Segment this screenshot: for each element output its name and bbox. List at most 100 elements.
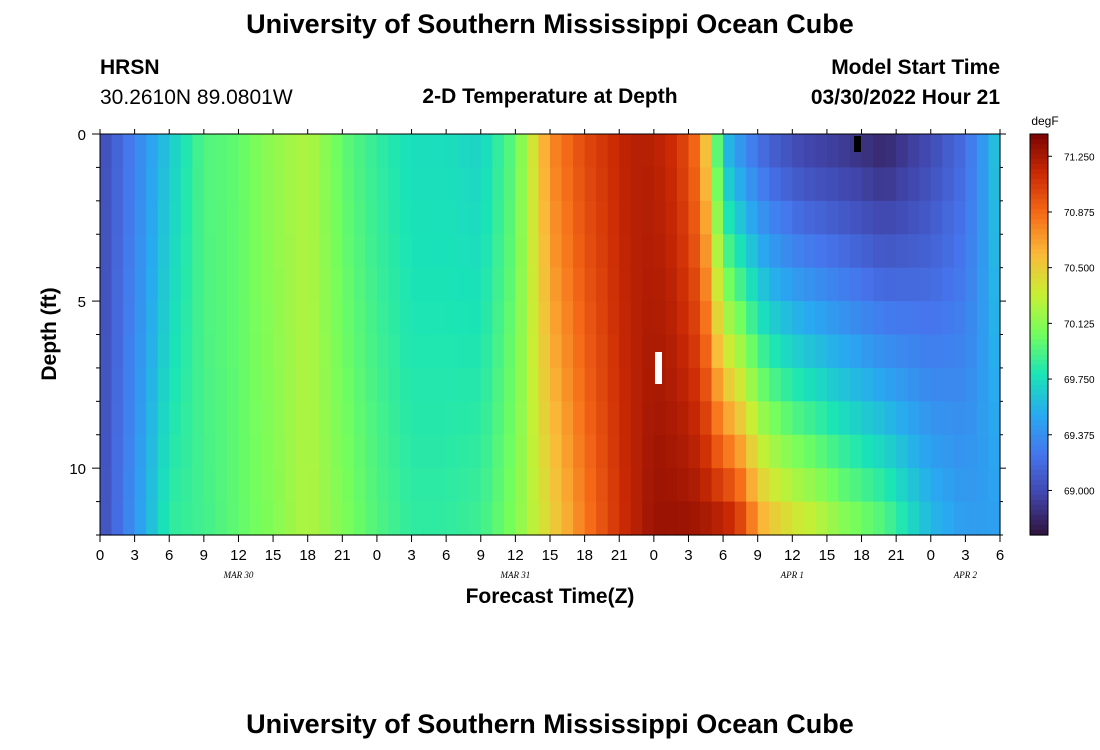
heatmap-cell bbox=[861, 401, 874, 436]
white-marker bbox=[655, 352, 662, 384]
heatmap-cell bbox=[711, 401, 724, 436]
heatmap-cell bbox=[100, 434, 113, 469]
heatmap-cell bbox=[388, 468, 401, 503]
colorbar-segment bbox=[1030, 434, 1048, 441]
heatmap-cell bbox=[123, 367, 136, 402]
heatmap-cell bbox=[976, 367, 990, 402]
x-tick-label: 12 bbox=[507, 547, 524, 564]
heatmap-cell bbox=[353, 200, 366, 235]
heatmap-cell bbox=[907, 468, 920, 503]
heatmap-cell bbox=[203, 334, 216, 369]
heatmap-cell bbox=[423, 401, 436, 436]
heatmap-cell bbox=[330, 167, 343, 202]
bottom-title: University of Southern Mississippi Ocean… bbox=[246, 709, 854, 739]
heatmap-cell bbox=[700, 267, 713, 302]
heatmap-cell bbox=[503, 468, 516, 503]
x-tick-label: 15 bbox=[819, 547, 836, 564]
heatmap-cell bbox=[434, 434, 447, 469]
heatmap-cell bbox=[169, 468, 182, 503]
model-start-value: 03/30/2022 Hour 21 bbox=[810, 86, 1000, 109]
heatmap-cell bbox=[307, 134, 320, 169]
heatmap-cell bbox=[296, 334, 309, 369]
heatmap-cell bbox=[434, 234, 447, 269]
heatmap-cell bbox=[123, 200, 136, 235]
heatmap-cell bbox=[619, 200, 632, 235]
heatmap-cell bbox=[353, 234, 366, 269]
heatmap-cell bbox=[134, 468, 147, 503]
heatmap-cell bbox=[538, 234, 551, 269]
heatmap-cell bbox=[965, 468, 978, 503]
heatmap-cell bbox=[573, 468, 586, 503]
heatmap-cell bbox=[942, 167, 955, 202]
heatmap-cell bbox=[550, 468, 563, 503]
heatmap-cell bbox=[653, 200, 666, 235]
heatmap-cell bbox=[861, 501, 874, 536]
heatmap-cell bbox=[665, 267, 678, 302]
heatmap-cell bbox=[157, 434, 170, 469]
heatmap-cell bbox=[815, 334, 828, 369]
heatmap-cell bbox=[480, 334, 493, 369]
heatmap-cell bbox=[653, 234, 666, 269]
heatmap-cell bbox=[180, 167, 193, 202]
heatmap-cell bbox=[850, 167, 863, 202]
heatmap-cell bbox=[146, 267, 159, 302]
heatmap-cell bbox=[307, 434, 320, 469]
heatmap-cell bbox=[630, 334, 643, 369]
heatmap-cell bbox=[826, 200, 840, 235]
heatmap-cell bbox=[319, 134, 332, 169]
colorbar-segment bbox=[1030, 414, 1048, 421]
heatmap-cell bbox=[584, 468, 597, 503]
heatmap-cell bbox=[100, 301, 113, 336]
heatmap-cell bbox=[988, 434, 1001, 469]
heatmap-cell bbox=[215, 401, 228, 436]
heatmap-cell bbox=[988, 267, 1001, 302]
heatmap-cell bbox=[700, 167, 713, 202]
heatmap-cell bbox=[203, 267, 216, 302]
heatmap-cell bbox=[630, 401, 643, 436]
heatmap-cell bbox=[711, 167, 724, 202]
heatmap-cell bbox=[215, 334, 228, 369]
heatmap-cell bbox=[953, 167, 966, 202]
heatmap-cell bbox=[134, 367, 147, 402]
colorbar-units: degF bbox=[1031, 114, 1058, 128]
heatmap-cell bbox=[803, 434, 816, 469]
heatmap-cell bbox=[376, 267, 390, 302]
colorbar-segment bbox=[1030, 274, 1048, 280]
heatmap-cell bbox=[942, 401, 955, 436]
heatmap-cell bbox=[526, 267, 540, 302]
colorbar-segment bbox=[1030, 234, 1048, 240]
heatmap-cell bbox=[688, 234, 701, 269]
heatmap-cell bbox=[561, 134, 574, 169]
heatmap-cell bbox=[896, 301, 909, 336]
heatmap-cell bbox=[469, 501, 482, 536]
heatmap-cell bbox=[180, 501, 193, 536]
colorbar-segment bbox=[1030, 294, 1048, 301]
heatmap-cell bbox=[884, 334, 897, 369]
colorbar-segment bbox=[1030, 379, 1048, 386]
heatmap-cell bbox=[630, 167, 643, 202]
heatmap-cell bbox=[584, 334, 597, 369]
heatmap-cell bbox=[942, 301, 955, 336]
colorbar-segment bbox=[1030, 409, 1048, 416]
heatmap-cell bbox=[815, 200, 828, 235]
heatmap-cell bbox=[884, 301, 897, 336]
heatmap-cell bbox=[723, 501, 736, 536]
heatmap-cell bbox=[573, 334, 586, 369]
heatmap-cell bbox=[273, 301, 286, 336]
heatmap-cell bbox=[434, 367, 447, 402]
heatmap-cell bbox=[342, 334, 355, 369]
heatmap-cell bbox=[273, 167, 286, 202]
heatmap-cell bbox=[330, 367, 343, 402]
heatmap-cell bbox=[480, 167, 493, 202]
heatmap-cell bbox=[607, 434, 620, 469]
heatmap-cell bbox=[284, 167, 297, 202]
heatmap-cell bbox=[503, 167, 516, 202]
heatmap-cell bbox=[515, 301, 528, 336]
heatmap-cell bbox=[123, 234, 136, 269]
heatmap-cell bbox=[261, 334, 274, 369]
heatmap-cell bbox=[792, 401, 805, 436]
heatmap-cell bbox=[353, 501, 366, 536]
heatmap-cell bbox=[203, 501, 216, 536]
heatmap-cell bbox=[573, 200, 586, 235]
